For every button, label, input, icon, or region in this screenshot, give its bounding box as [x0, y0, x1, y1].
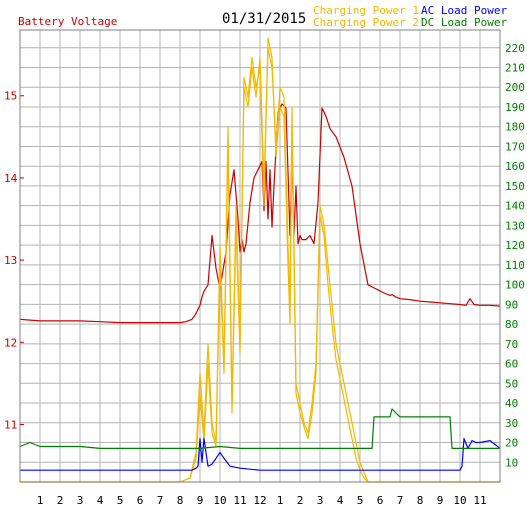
right-tick-label: 50 — [505, 377, 518, 390]
right-tick-label: 180 — [505, 121, 525, 134]
plot-frame — [19, 29, 501, 483]
x-tick-label: 11 — [473, 494, 486, 507]
x-tick-label: 4 — [337, 494, 344, 507]
right-tick-label: 60 — [505, 358, 518, 371]
right-tick-label: 150 — [505, 180, 525, 193]
right-tick-label: 120 — [505, 239, 525, 252]
right-tick-label: 30 — [505, 417, 518, 430]
left-tick-label: 12 — [4, 336, 17, 349]
legend-charging-power-2: Charging Power 2 — [313, 16, 419, 29]
grid — [20, 30, 500, 482]
series-line-charging-power-2 — [20, 37, 500, 483]
right-tick-label: 200 — [505, 81, 525, 94]
x-tick-label: 6 — [137, 494, 144, 507]
x-tick-label: 2 — [297, 494, 304, 507]
legend-charging-power-1: Charging Power 1 — [313, 4, 419, 17]
right-tick-label: 170 — [505, 140, 525, 153]
x-tick-label: 9 — [197, 494, 204, 507]
x-tick-label: 1 — [277, 494, 284, 507]
x-tick-label: 3 — [77, 494, 84, 507]
chart-date: 01/31/2015 — [222, 11, 307, 27]
x-tick-label: 2 — [57, 494, 64, 507]
x-tick-label: 8 — [177, 494, 184, 507]
right-tick-label: 190 — [505, 101, 525, 114]
series-line-charging-power-1 — [20, 47, 500, 483]
right-tick-label: 70 — [505, 338, 518, 351]
left-axis-title: Battery Voltage — [18, 15, 118, 28]
x-tick-label: 3 — [317, 494, 324, 507]
x-tick-label: 4 — [97, 494, 104, 507]
x-tick-label: 1 — [37, 494, 44, 507]
series-layer — [19, 37, 501, 483]
left-tick-label: 13 — [4, 254, 17, 267]
x-tick-label: 8 — [417, 494, 424, 507]
right-tick-label: 210 — [505, 62, 525, 75]
x-tick-label: 9 — [437, 494, 444, 507]
left-tick-label: 11 — [4, 418, 17, 431]
x-tick-label: 5 — [357, 494, 364, 507]
x-tick-label: 6 — [377, 494, 384, 507]
x-tick-label: 5 — [117, 494, 124, 507]
right-tick-label: 10 — [505, 456, 518, 469]
right-tick-label: 160 — [505, 160, 525, 173]
series-line-ac-load-power — [20, 438, 501, 471]
right-tick-label: 90 — [505, 298, 518, 311]
axes: 1112131415102030405060708090100110120130… — [4, 29, 525, 507]
right-tick-label: 100 — [505, 279, 525, 292]
x-tick-label: 11 — [233, 494, 246, 507]
right-tick-label: 40 — [505, 397, 518, 410]
right-tick-label: 130 — [505, 219, 525, 232]
x-tick-label: 7 — [157, 494, 164, 507]
left-tick-label: 14 — [4, 172, 18, 185]
legend-ac-load-power: AC Load Power — [421, 4, 508, 17]
x-tick-label: 7 — [397, 494, 404, 507]
right-tick-label: 80 — [505, 318, 518, 331]
right-tick-label: 140 — [505, 200, 525, 213]
right-tick-label: 20 — [505, 437, 518, 450]
x-tick-label: 10 — [213, 494, 226, 507]
left-tick-label: 15 — [4, 90, 17, 103]
x-tick-label: 12 — [253, 494, 266, 507]
right-tick-label: 110 — [505, 259, 525, 272]
legend-dc-load-power: DC Load Power — [421, 16, 508, 29]
series-line-dc-load-power — [19, 408, 500, 449]
right-tick-label: 220 — [505, 42, 525, 55]
x-tick-label: 10 — [453, 494, 466, 507]
